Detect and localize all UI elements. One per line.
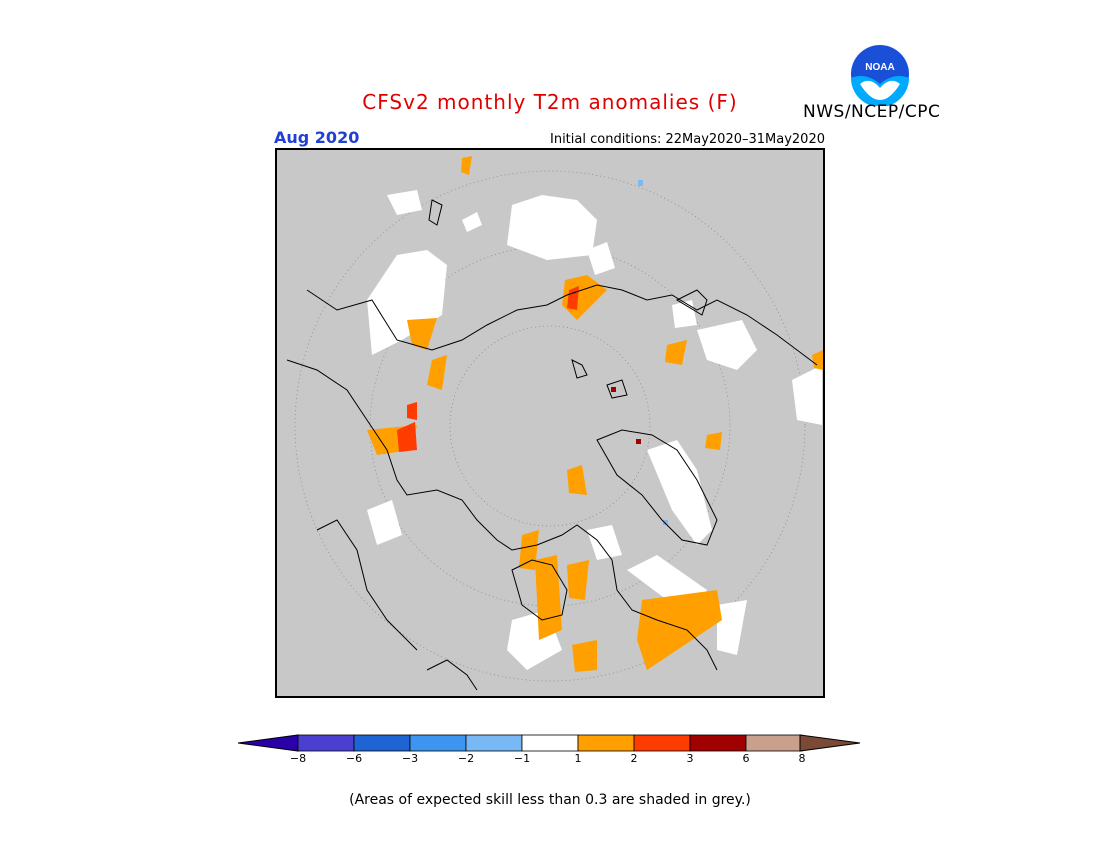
legend-box — [577, 734, 635, 752]
legend-box — [465, 734, 523, 752]
skill-footnote: (Areas of expected skill less than 0.3 a… — [349, 792, 751, 808]
polar-map — [275, 148, 825, 698]
coastlines — [286, 199, 818, 691]
warm-anomaly-areas-3-6 — [611, 387, 641, 444]
legend-box — [353, 734, 411, 752]
color-legend-bar — [238, 734, 861, 752]
forecast-month: Aug 2020 — [274, 128, 360, 147]
legend-arrow-low — [238, 734, 299, 752]
legend-box — [689, 734, 747, 752]
noaa-logo-icon: NOAA — [849, 43, 911, 106]
legend-box — [409, 734, 467, 752]
legend-box — [521, 734, 579, 752]
legend-tick-label: −3 — [401, 752, 419, 765]
legend-tick-label: −2 — [457, 752, 475, 765]
legend-tick-label: 6 — [742, 752, 750, 765]
legend-box — [745, 734, 803, 752]
legend-tick-label: −1 — [513, 752, 531, 765]
legend-tick-label: 1 — [574, 752, 582, 765]
anomaly-map-canvas — [286, 156, 823, 691]
initial-conditions: Initial conditions: 22May2020–31May2020 — [550, 132, 825, 147]
legend-tick-label: −6 — [345, 752, 363, 765]
latitude-circle-outer — [294, 170, 806, 682]
svg-text:NOAA: NOAA — [865, 62, 894, 73]
latitude-circle-middle — [369, 245, 731, 607]
legend-arrow-high — [799, 734, 861, 752]
cool-anomaly-areas — [638, 180, 668, 525]
latitude-circle-inner — [449, 325, 651, 527]
map-title: CFSv2 monthly T2m anomalies (F) — [362, 90, 738, 114]
agency-label: NWS/NCEP/CPC — [803, 102, 941, 122]
legend-box — [633, 734, 691, 752]
legend-tick-label: 2 — [630, 752, 638, 765]
legend-color-boxes — [297, 734, 803, 752]
legend-box — [297, 734, 355, 752]
legend-tick-label: −8 — [289, 752, 307, 765]
legend-tick-label: 8 — [798, 752, 806, 765]
legend-tick-label: 3 — [686, 752, 694, 765]
neutral-anomaly-areas — [367, 190, 822, 670]
